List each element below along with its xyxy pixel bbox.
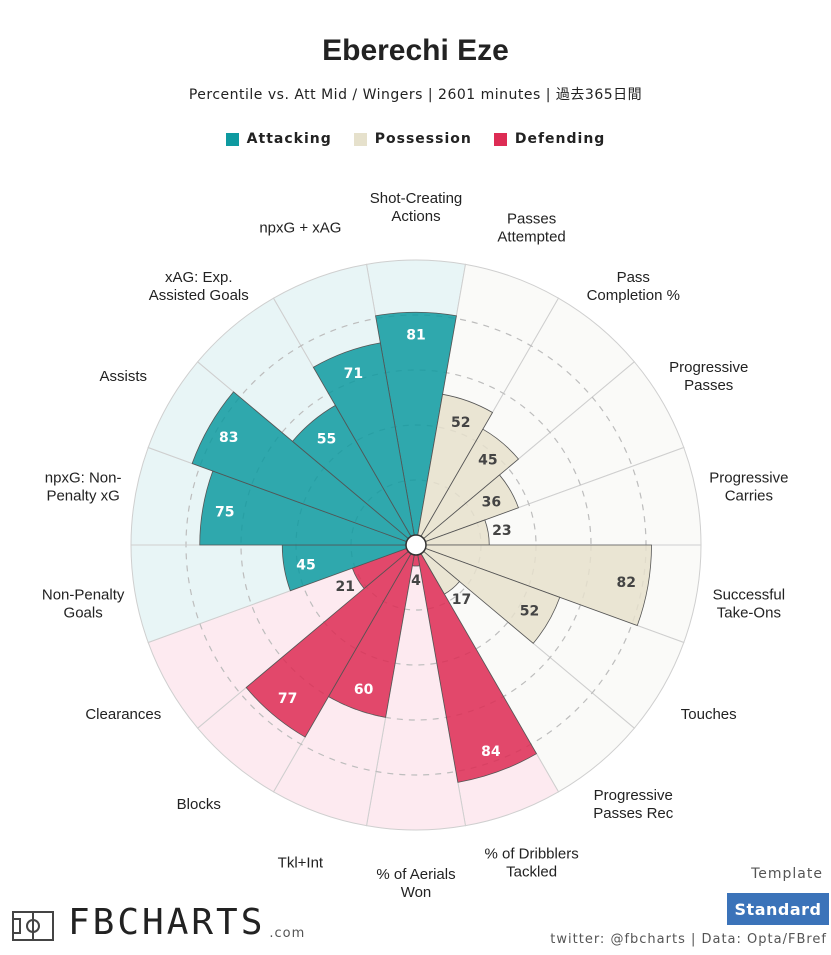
legend-swatch-attacking: [225, 132, 239, 146]
legend-swatch-defending: [493, 132, 507, 146]
logo-text: FBCHARTS: [68, 902, 266, 943]
value-label: 52: [451, 415, 470, 431]
category-label: Blocks: [177, 796, 221, 813]
bar-blocks: [245, 544, 417, 738]
legend-label-attacking: Attacking: [246, 131, 332, 147]
value-label: 71: [344, 366, 363, 382]
category-label: Clearances: [85, 706, 161, 723]
value-label: 60: [354, 682, 374, 698]
template-badge: Standard: [727, 893, 829, 925]
bar-touches: [415, 544, 561, 644]
category-label: % of Dribblers Tackled: [485, 846, 579, 881]
category-label: npxG: Non-Penalty xG: [45, 469, 122, 504]
bar--of-dribblers-tackled: [415, 544, 538, 783]
category-label: Touches: [681, 706, 737, 723]
category-label: Successful Take-Ons: [713, 587, 786, 622]
category-label: Progressive Passes: [669, 359, 748, 394]
legend-item-possession: Possession: [353, 131, 472, 147]
logo-suffix: .com: [269, 926, 306, 941]
value-label: 55: [317, 431, 336, 447]
category-label: Shot-Creating Actions: [370, 190, 463, 225]
fbcharts-logo: FBCHARTS .com: [12, 905, 305, 941]
category-label: Non-Penalty Goals: [42, 587, 125, 622]
category-label: Progressive Carries: [709, 469, 788, 504]
value-label: 84: [481, 744, 501, 760]
legend-item-attacking: Attacking: [225, 131, 332, 147]
value-label: 81: [406, 327, 425, 343]
bar-npxg-xag: [312, 342, 417, 546]
category-label: Progressive Passes Rec: [593, 787, 674, 822]
legend-swatch-possession: [353, 132, 367, 146]
category-label: Pass Completion %: [587, 269, 680, 304]
legend: Attacking Possession Defending: [0, 131, 831, 147]
legend-label-possession: Possession: [374, 131, 472, 147]
pitch-icon: [12, 911, 54, 941]
value-label: 82: [617, 575, 636, 591]
category-label: xAG: Exp. Assisted Goals: [149, 269, 249, 304]
value-label: 36: [482, 495, 501, 511]
value-label: 17: [452, 592, 471, 608]
legend-label-defending: Defending: [514, 131, 606, 147]
template-label: Template: [751, 866, 823, 882]
legend-item-defending: Defending: [493, 131, 606, 147]
chart-title: Eberechi Eze: [322, 34, 509, 67]
bar-shot-creating-actions: [375, 311, 457, 546]
value-label: 45: [296, 557, 315, 573]
category-label: Passes Attempted: [497, 210, 565, 245]
bar-successful-take-ons: [415, 544, 652, 627]
chart-subtitle: Percentile vs. Att Mid / Wingers | 2601 …: [188, 87, 643, 103]
value-label: 21: [335, 579, 354, 595]
value-label: 77: [278, 691, 297, 707]
category-label: Assists: [100, 368, 148, 385]
category-label: Tkl+Int: [278, 855, 324, 872]
category-label: % of Aerials Won: [376, 866, 455, 901]
value-label: 52: [520, 604, 539, 620]
value-label: 23: [492, 523, 511, 539]
value-label: 4: [411, 573, 421, 589]
category-label: npxG + xAG: [259, 219, 341, 236]
value-label: 75: [215, 504, 234, 520]
value-label: 45: [478, 452, 497, 468]
center-circle: [405, 534, 427, 556]
data-credits: twitter: @fbcharts | Data: Opta/FBref: [550, 932, 827, 947]
bar-assists: [191, 391, 417, 546]
value-label: 83: [219, 430, 238, 446]
